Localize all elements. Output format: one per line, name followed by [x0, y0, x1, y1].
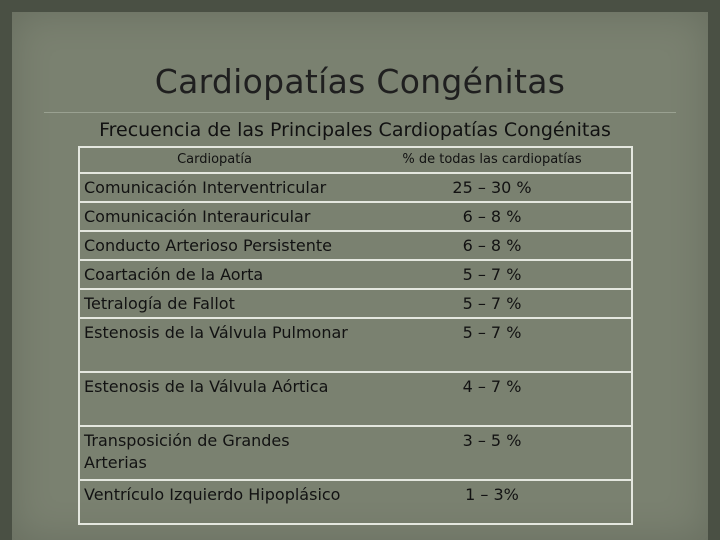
row-value: 3 – 5 % — [351, 426, 633, 481]
row-value: 5 – 7 % — [351, 289, 633, 319]
row-name: Transposición de Grandes Arterias — [78, 426, 351, 481]
table-header-row: Cardiopatía % de todas las cardiopatías — [78, 146, 633, 174]
frequency-table: Cardiopatía % de todas las cardiopatías … — [78, 146, 633, 509]
row-name: Ventrículo Izquierdo Hipoplásico — [84, 485, 341, 504]
row-value: 5 – 7 % — [351, 318, 633, 373]
title-divider — [44, 112, 676, 113]
row-value: 1 – 3% — [465, 485, 519, 504]
table-row: Ventrículo Izquierdo Hipoplásico 1 – 3% — [78, 480, 633, 509]
table-row: Tetralogía de Fallot 5 – 7 % — [78, 289, 633, 319]
column-header-percentage: % de todas las cardiopatías — [351, 146, 633, 174]
row-name: Conducto Arterioso Persistente — [78, 231, 351, 261]
table-row: Estenosis de la Válvula Pulmonar 5 – 7 % — [78, 318, 633, 373]
row-name: Tetralogía de Fallot — [78, 289, 351, 319]
row-value: 6 – 8 % — [351, 231, 633, 261]
table-row: Transposición de Grandes Arterias 3 – 5 … — [78, 426, 633, 481]
table-row: Conducto Arterioso Persistente 6 – 8 % — [78, 231, 633, 261]
table-row: Estenosis de la Válvula Aórtica 4 – 7 % — [78, 372, 633, 427]
table-caption: Frecuencia de las Principales Cardiopatí… — [99, 119, 611, 141]
table-row: Comunicación Interventricular 25 – 30 % — [78, 173, 633, 203]
row-name: Comunicación Interauricular — [78, 202, 351, 232]
row-value: 4 – 7 % — [351, 372, 633, 427]
row-value: 6 – 8 % — [351, 202, 633, 232]
column-header-cardiopathy: Cardiopatía — [78, 146, 351, 174]
table-row: Comunicación Interauricular 6 – 8 % — [78, 202, 633, 232]
row-value: 5 – 7 % — [351, 260, 633, 290]
row-name: Coartación de la Aorta — [78, 260, 351, 290]
row-name: Estenosis de la Válvula Pulmonar — [78, 318, 351, 373]
row-name: Comunicación Interventricular — [78, 173, 351, 203]
table-row: Coartación de la Aorta 5 – 7 % — [78, 260, 633, 290]
row-name: Estenosis de la Válvula Aórtica — [78, 372, 351, 427]
slide-title: Cardiopatías Congénitas — [154, 62, 566, 101]
row-value: 25 – 30 % — [351, 173, 633, 203]
